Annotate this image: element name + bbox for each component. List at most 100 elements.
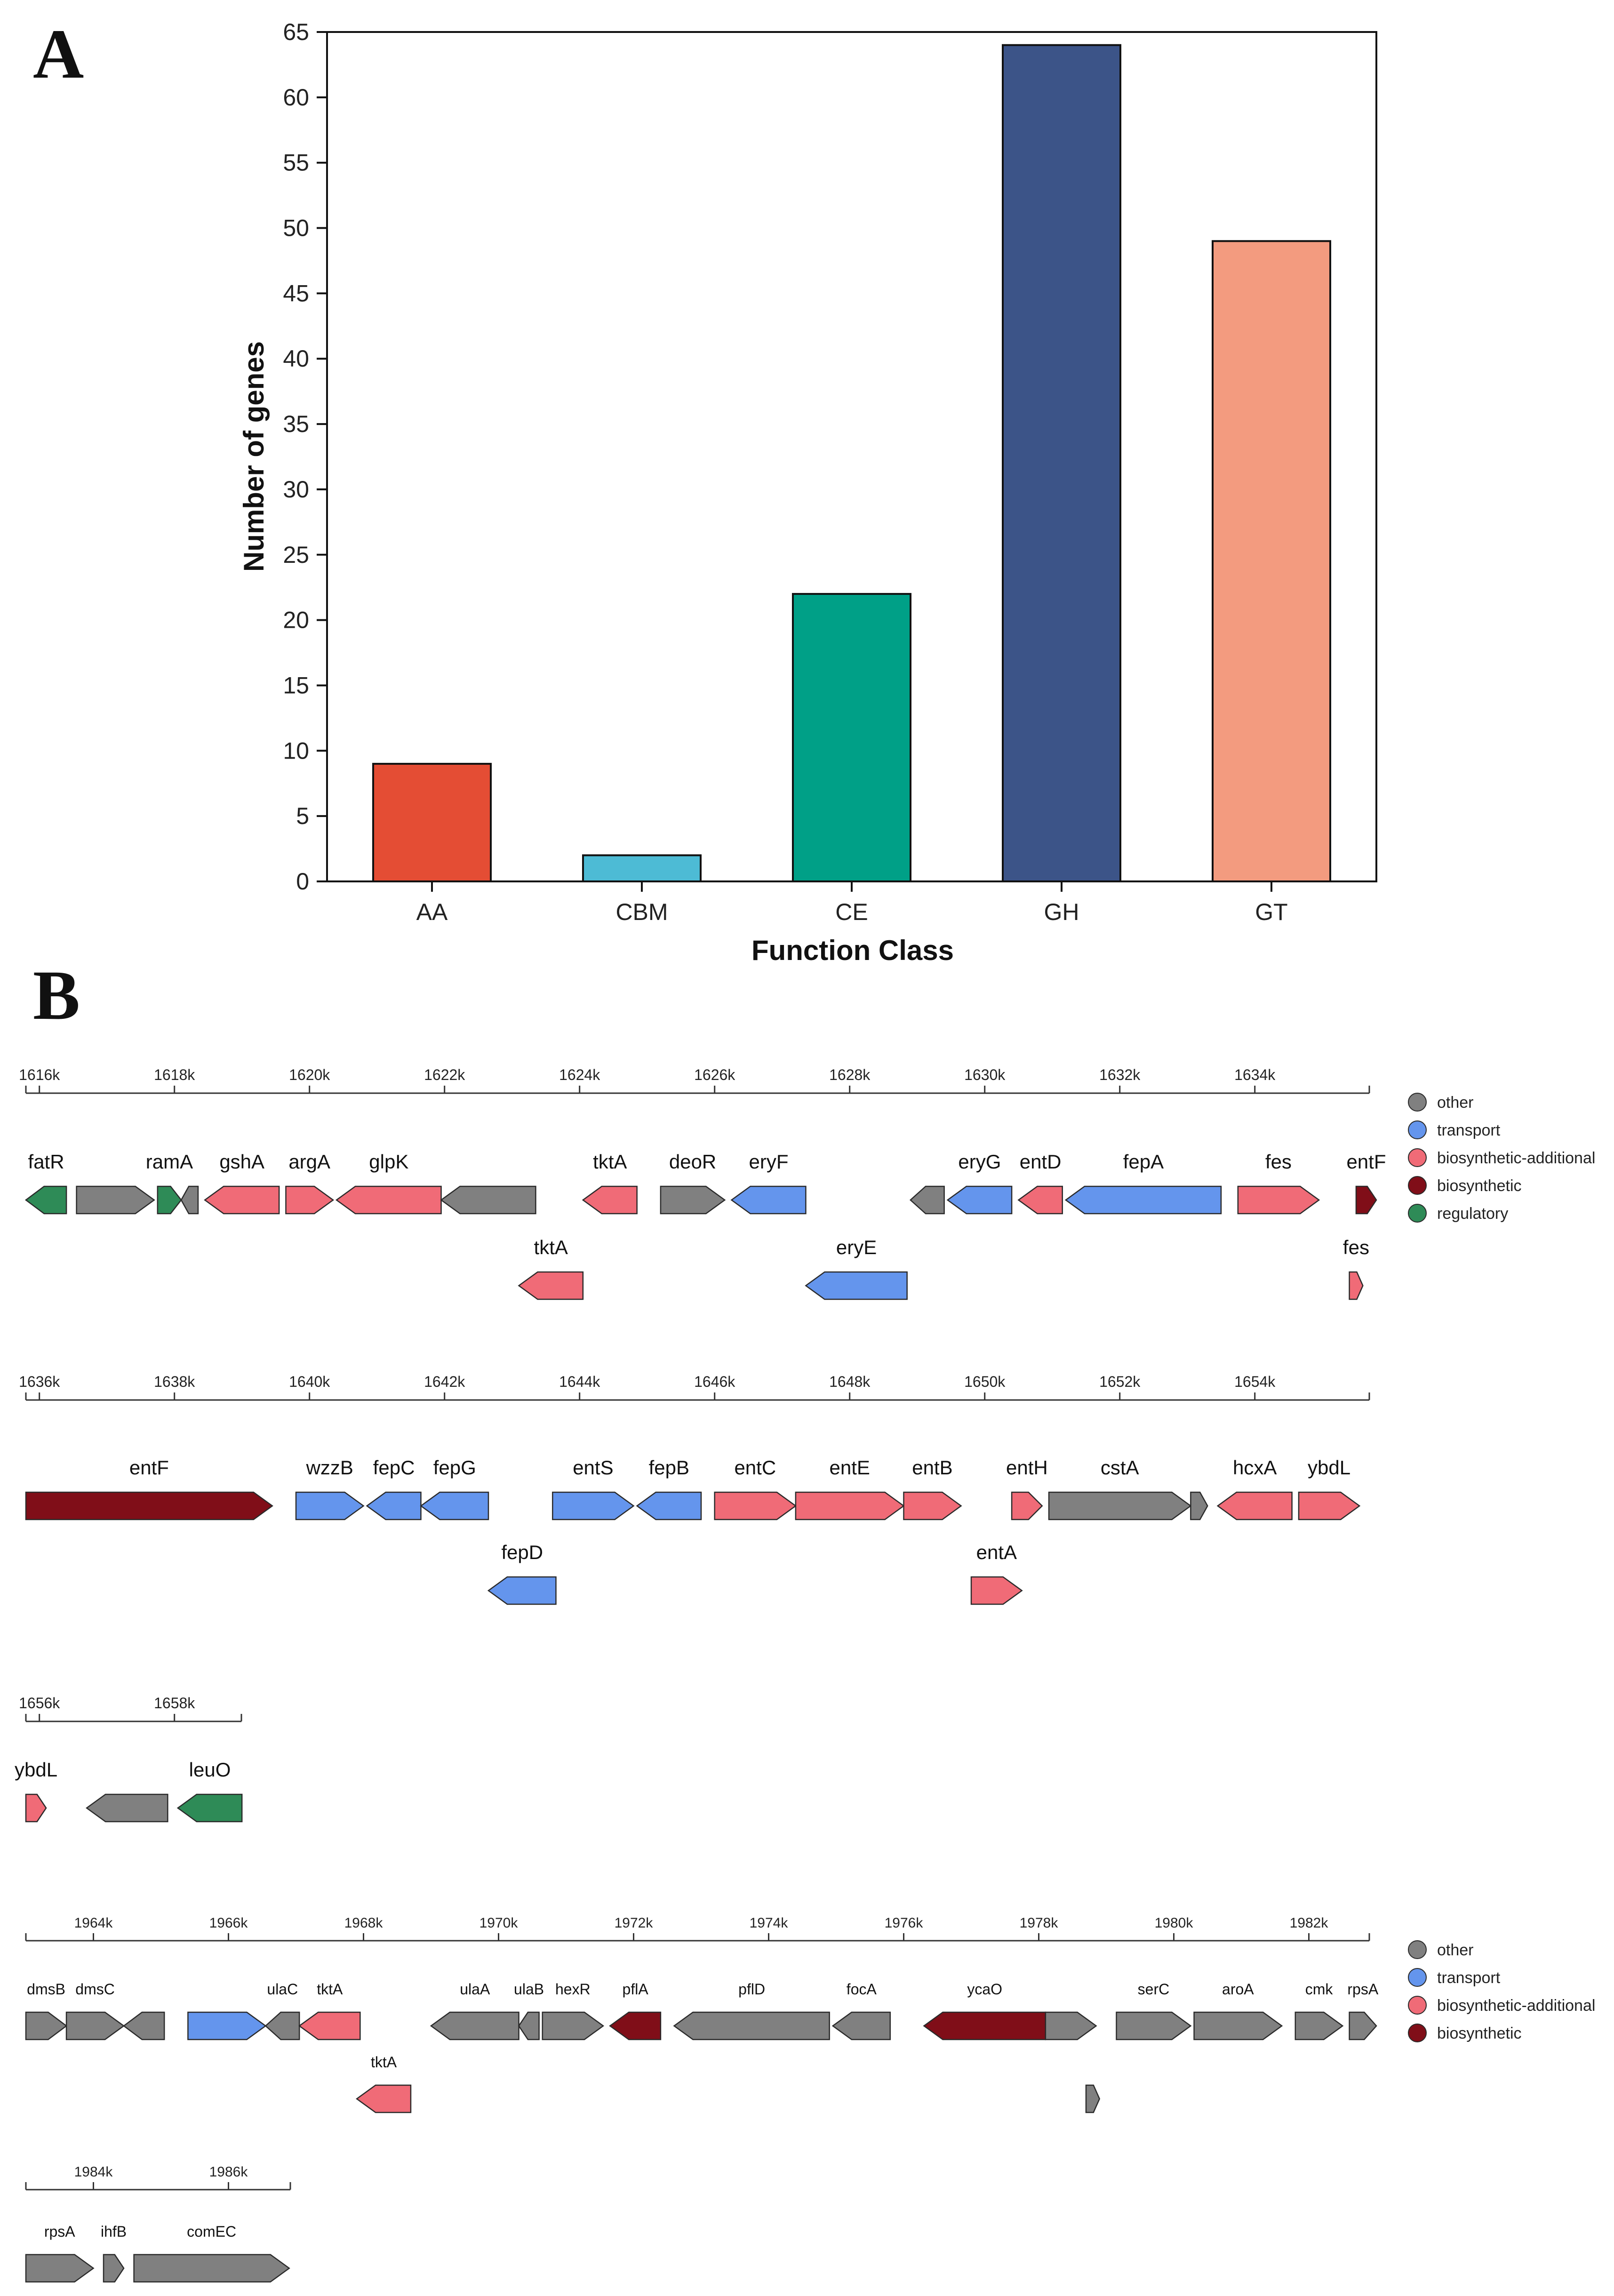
x-tick-label: GH [1044,899,1079,925]
gene-aroa [1193,2011,1283,2040]
bar-ce [792,593,911,882]
panel-b-label: B [33,956,80,1034]
ruler-tick-label: 1630k [964,1066,1006,1083]
gene-fepa [1064,1185,1222,1215]
legend-swatch [1408,1940,1427,1959]
gene-tkta [298,2011,361,2040]
gene-label: ramA [146,1151,193,1173]
gene-label: entS [573,1456,613,1479]
gene-entc [714,1491,797,1520]
gene-ybdl [25,1793,47,1823]
gene-track: 1964k 1966k 1968k 1970k 1972k 1974k 1976k 1978k… [25,1915,1379,2113]
gene-unnamed [909,1185,945,1215]
gene-label: tktA [371,2054,397,2071]
ruler-tick-label: 1978k [1020,1915,1059,1931]
y-tick-label: 10 [283,737,309,764]
gene-label: tktA [317,1981,343,1998]
gene-label: pflA [623,1981,649,1998]
gene-comec [133,2254,290,2283]
gene-label: entH [1006,1456,1048,1479]
bar-cbm [582,854,702,883]
gene-label: ulaB [514,1981,544,1998]
gene-label: pflD [738,1981,765,1998]
gene-entf [1355,1185,1377,1215]
bar-chart: 0 5 10 15 20 25 30 35 40 45 50 55 60 65 AA CBM CE GH GT [283,19,1331,925]
gene-label: cstA [1101,1456,1139,1479]
legend-swatch [1408,2024,1427,2042]
ruler-tick-label: 1652k [1099,1373,1141,1390]
gene-label: wzzB [306,1456,353,1479]
gene-label: ulaA [460,1981,490,1998]
ruler-tick-label: 1648k [829,1373,871,1390]
legend-swatch [1408,1093,1427,1112]
y-tick-label: 45 [283,280,309,306]
gene-label: eryG [958,1151,1001,1173]
ruler-tick-label: 1624k [559,1066,600,1083]
gene-map: 1616k 1618k 1620k 1622k 1624k 1626k 1628k 1630k… [15,1066,1386,2283]
gene-label: entB [912,1456,952,1479]
legend-label: biosynthetic [1437,1177,1522,1195]
gene-label: entA [976,1541,1017,1563]
x-tick-label: AA [416,899,448,925]
gene-label: aroA [1222,1981,1254,1998]
ruler-tick-label: 1980k [1155,1915,1194,1931]
x-tick-label: CE [835,899,868,925]
legend-label: biosynthetic-additional [1437,1149,1595,1167]
gene-unnamed [187,2011,267,2040]
ruler-tick-label: 1984k [74,2164,113,2180]
gene-fatr [24,1185,67,1215]
y-tick-label: 65 [283,19,309,45]
legend-label: other [1437,1094,1474,1112]
gene-fes [1237,1185,1320,1215]
bar-gt [1212,240,1331,882]
y-tick-label: 25 [283,542,309,568]
legend-label: biosynthetic-additional [1437,1997,1595,2015]
gene-entb [903,1491,962,1520]
gene-rpsa [25,2254,95,2283]
gene-fepg [420,1491,489,1520]
legend: other transport biosynthetic-additional bio… [1408,1093,1595,1223]
y-tick-label: 35 [283,411,309,437]
legend-label: transport [1437,1969,1501,1987]
gene-hcxa [1216,1491,1293,1520]
x-tick-label: GT [1255,899,1287,925]
gene-rpsa [1349,2011,1377,2040]
gene-eryf [730,1185,807,1215]
gene-dmsb [25,2011,68,2040]
gene-unnamed [440,1185,536,1215]
ruler-tick-label: 1634k [1234,1066,1276,1083]
gene-pfld [673,2011,830,2040]
x-axis-title: Function Class [751,935,954,966]
gene-wzzb [295,1491,365,1520]
gene-unnamed [76,1185,155,1215]
gene-hexr [542,2011,605,2040]
gene-label: fatR [28,1151,64,1173]
gene-ulaa [430,2011,519,2040]
gene-dmsc [65,2011,125,2040]
gene-arga [285,1185,335,1215]
gene-serc [1116,2011,1192,2040]
bar-gh [1002,44,1121,882]
gene-enth [1011,1491,1043,1520]
gene-label: hexR [555,1981,591,1998]
panel-a-label: A [33,15,84,93]
ruler-tick-label: 1636k [19,1373,60,1390]
gene-label: ihfB [101,2223,127,2240]
gene-ente [795,1491,905,1520]
gene-label: serC [1138,1981,1170,1998]
gene-label: glpK [369,1151,408,1173]
gene-pfla [609,2011,662,2040]
ruler-tick-label: 1640k [289,1373,330,1390]
gene-entd [1017,1185,1063,1215]
gene-ents [552,1491,635,1520]
gene-csta [1048,1491,1192,1520]
gene-label: entF [129,1456,169,1479]
gene-label: fepG [433,1456,476,1479]
legend-swatch [1408,1120,1427,1139]
gene-label: fepA [1123,1151,1164,1173]
ruler-tick-label: 1644k [559,1373,600,1390]
ruler-tick-label: 1646k [694,1373,735,1390]
y-tick-label: 55 [283,150,309,176]
y-tick-label: 60 [283,84,309,111]
ruler-tick-label: 1656k [19,1695,60,1712]
